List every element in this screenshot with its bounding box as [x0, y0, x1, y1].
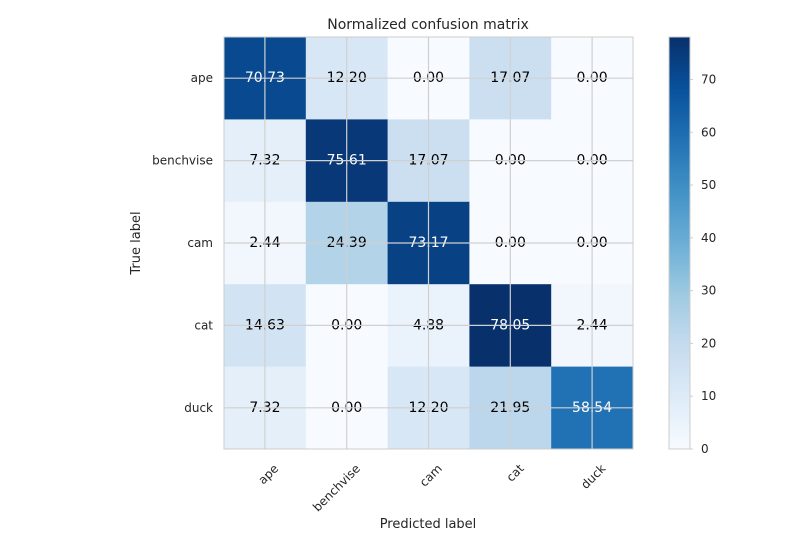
x-tick-labels: ape benchvise cam cat duck — [256, 461, 609, 514]
plot-frame — [223, 36, 634, 450]
x-tick-label: benchvise — [310, 461, 363, 514]
colorbar-tick-label: 40 — [701, 231, 716, 245]
y-tick-labels: ape benchvise cam cat duck — [152, 71, 213, 415]
colorbar-tick-label: 30 — [701, 284, 716, 298]
x-axis-label: Predicted label — [380, 517, 477, 532]
colorbar — [668, 36, 691, 450]
y-tick-label: cam — [187, 236, 213, 250]
y-tick-label: benchvise — [152, 154, 213, 168]
colorbar-tick-label: 70 — [701, 72, 716, 86]
y-tick-label: cat — [194, 318, 213, 332]
colorbar-tick-label: 10 — [701, 389, 716, 403]
y-tick-label: duck — [184, 401, 213, 415]
x-tick-label: ape — [256, 461, 282, 487]
chart-title: Normalized confusion matrix — [327, 17, 529, 33]
colorbar-tick-label: 50 — [701, 178, 716, 192]
colorbar-tick-label: 0 — [701, 442, 709, 456]
colorbar-tick-label: 20 — [701, 336, 716, 350]
colorbar-tick-labels: 0 10 20 30 40 50 60 70 — [690, 72, 716, 456]
y-tick-label: ape — [191, 71, 213, 85]
x-tick-label: cat — [504, 461, 527, 484]
x-tick-label: cam — [417, 461, 445, 489]
x-tick-label: duck — [578, 461, 608, 491]
colorbar-tick-label: 60 — [701, 125, 716, 139]
grid-lines — [224, 37, 633, 449]
y-axis-label: True label — [129, 211, 144, 275]
